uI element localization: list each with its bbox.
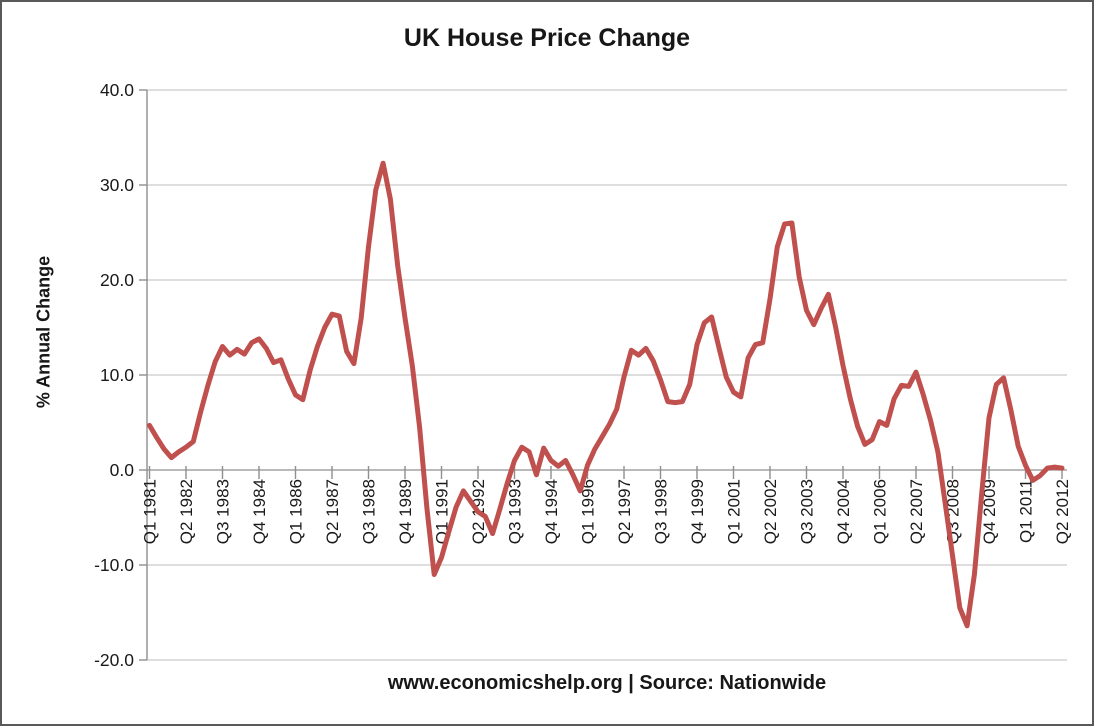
- y-tick-label: -10.0: [94, 555, 134, 575]
- x-tick-label: Q1 2006: [871, 479, 890, 544]
- chart-title: UK House Price Change: [403, 24, 691, 52]
- x-tick-label: Q2 1982: [177, 479, 196, 544]
- x-tick-label: Q4 2004: [834, 479, 853, 544]
- x-tick-label: Q4 1984: [250, 479, 269, 544]
- x-tick-label: Q4 2009: [980, 479, 999, 544]
- y-tick-label: 10.0: [100, 365, 134, 385]
- x-tick-label: Q4 1994: [542, 479, 561, 544]
- x-tick-label: Q2 1997: [615, 479, 634, 544]
- x-tick-label: Q4 1989: [396, 479, 415, 544]
- x-tick-label: Q1 2011: [1017, 479, 1036, 543]
- x-tick-label: Q4 1999: [688, 479, 707, 544]
- x-tick-label: Q1 1991: [433, 479, 452, 544]
- x-tick-label: Q3 1988: [360, 479, 379, 544]
- x-tick-label: Q2 2002: [761, 479, 780, 544]
- house-price-line: [147, 160, 1065, 629]
- x-tick-label: Q1 2001: [725, 479, 744, 544]
- source-attribution: www.economicshelp.org | Source: Nationwi…: [387, 672, 827, 694]
- x-tick-label: Q1 1986: [287, 479, 306, 544]
- x-tick-label: Q2 1987: [323, 479, 342, 544]
- x-tick-label: Q3 1998: [652, 479, 671, 544]
- x-tick-label: Q1 1996: [579, 479, 598, 544]
- y-tick-label: 40.0: [100, 80, 134, 100]
- y-tick-label: 20.0: [100, 270, 134, 290]
- y-tick-label: -20.0: [94, 650, 134, 670]
- x-tick-label: Q3 1983: [214, 479, 233, 544]
- x-tick-label: Q3 2003: [798, 479, 817, 544]
- x-tick-label: Q2 2007: [907, 479, 926, 544]
- y-tick-label: 0.0: [110, 460, 135, 480]
- x-tick-label: Q2 2012: [1053, 479, 1072, 544]
- x-tick-label: Q1 1981: [141, 479, 160, 544]
- x-tick-label: Q3 1993: [506, 479, 525, 544]
- y-tick-label: 30.0: [100, 175, 134, 195]
